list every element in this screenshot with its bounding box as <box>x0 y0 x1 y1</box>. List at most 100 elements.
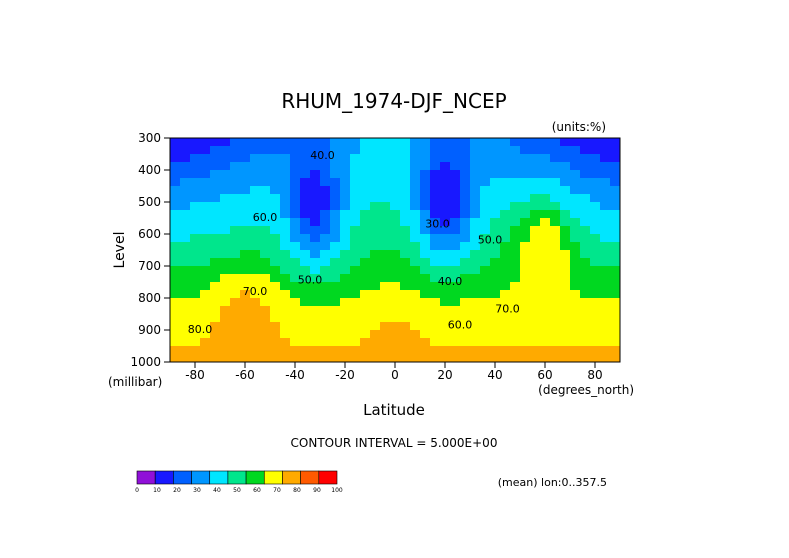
field-cell <box>180 266 191 275</box>
field-cell <box>560 234 571 243</box>
field-cell <box>380 266 391 275</box>
field-cell <box>510 250 521 259</box>
field-cell <box>270 266 281 275</box>
field-cell <box>570 354 581 363</box>
field-cell <box>330 234 341 243</box>
field-cell <box>240 322 251 331</box>
field-cell <box>240 314 251 323</box>
field-cell <box>350 330 361 339</box>
field-cell <box>330 170 341 179</box>
field-cell <box>570 146 581 155</box>
field-cell <box>600 282 611 291</box>
field-cell <box>360 138 371 147</box>
field-cell <box>470 138 481 147</box>
field-cell <box>360 354 371 363</box>
field-cell <box>360 154 371 163</box>
field-cell <box>330 146 341 155</box>
field-cell <box>400 338 411 347</box>
field-cell <box>570 186 581 195</box>
field-cell <box>530 234 541 243</box>
field-cell <box>590 146 601 155</box>
field-cell <box>580 194 591 203</box>
field-cell <box>230 178 241 187</box>
field-cell <box>180 322 191 331</box>
field-cell <box>510 266 521 275</box>
field-cell <box>320 274 331 283</box>
field-cell <box>520 194 531 203</box>
field-cell <box>420 322 431 331</box>
field-cell <box>390 290 401 299</box>
field-cell <box>470 202 481 211</box>
field-cell <box>480 322 491 331</box>
field-cell <box>510 290 521 299</box>
field-cell <box>170 258 181 267</box>
field-cell <box>180 178 191 187</box>
field-cell <box>380 210 391 219</box>
field-cell <box>370 322 381 331</box>
field-cell <box>350 306 361 315</box>
field-cell <box>330 162 341 171</box>
field-cell <box>220 250 231 259</box>
field-cell <box>400 194 411 203</box>
field-cell <box>260 298 271 307</box>
x-tick-label: 60 <box>537 368 552 382</box>
field-cell <box>580 298 591 307</box>
field-cell <box>580 226 591 235</box>
field-cell <box>330 138 341 147</box>
field-cell <box>300 346 311 355</box>
field-cell <box>170 226 181 235</box>
field-cell <box>500 178 511 187</box>
field-cell <box>400 178 411 187</box>
field-cell <box>580 154 591 163</box>
field-cell <box>490 314 501 323</box>
field-cell <box>430 210 441 219</box>
field-cell <box>470 210 481 219</box>
field-cell <box>340 170 351 179</box>
field-cell <box>530 218 541 227</box>
field-cell <box>480 138 491 147</box>
field-cell <box>360 186 371 195</box>
field-cell <box>270 306 281 315</box>
field-cell <box>300 306 311 315</box>
field-cell <box>310 330 321 339</box>
field-cell <box>230 298 241 307</box>
field-cell <box>220 210 231 219</box>
field-cell <box>520 242 531 251</box>
field-cell <box>600 290 611 299</box>
field-cell <box>430 146 441 155</box>
field-cell <box>370 210 381 219</box>
field-cell <box>370 290 381 299</box>
field-cell <box>200 354 211 363</box>
field-cell <box>500 146 511 155</box>
field-cell <box>490 354 501 363</box>
field-cell <box>590 330 601 339</box>
contour-label: 70.0 <box>495 302 520 315</box>
field-cell <box>490 242 501 251</box>
field-cell <box>270 354 281 363</box>
field-cell <box>360 258 371 267</box>
field-cell <box>310 162 321 171</box>
field-cell <box>250 258 261 267</box>
field-cell <box>460 202 471 211</box>
field-cell <box>430 170 441 179</box>
field-cell <box>280 258 291 267</box>
field-cell <box>370 178 381 187</box>
field-cell <box>380 354 391 363</box>
contour-label: 70.0 <box>243 285 268 298</box>
field-cell <box>260 162 271 171</box>
field-cell <box>560 226 571 235</box>
field-cell <box>390 146 401 155</box>
field-cell <box>560 298 571 307</box>
field-cell <box>330 354 341 363</box>
field-cell <box>540 194 551 203</box>
field-cell <box>380 218 391 227</box>
field-cell <box>450 162 461 171</box>
field-cell <box>610 298 621 307</box>
field-cell <box>400 202 411 211</box>
colorbar-swatch <box>154 470 174 485</box>
field-cell <box>330 178 341 187</box>
field-cell <box>550 258 561 267</box>
field-cell <box>470 250 481 259</box>
field-cell <box>360 202 371 211</box>
y-tick-label: 700 <box>138 259 161 273</box>
